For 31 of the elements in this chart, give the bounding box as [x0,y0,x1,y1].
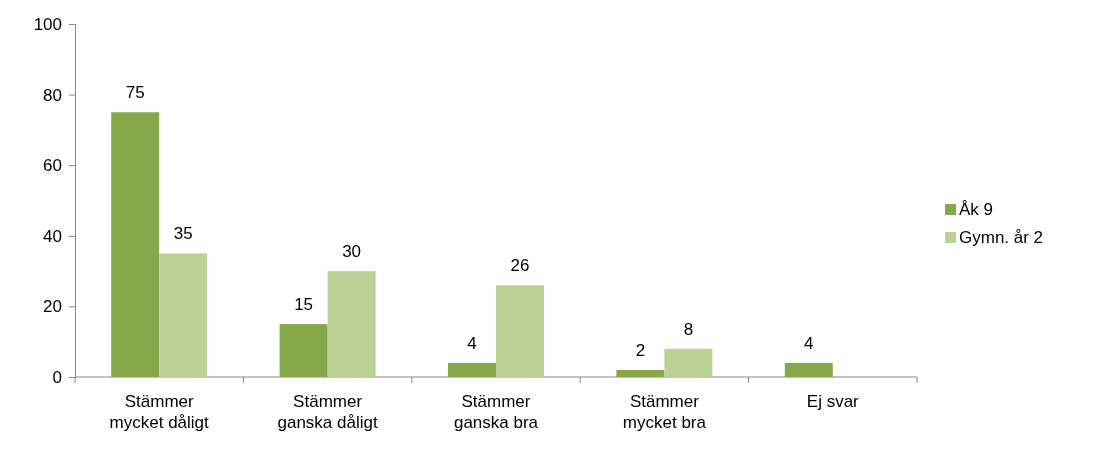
y-tick-label: 20 [43,297,62,317]
y-tick-label: 80 [43,85,62,105]
data-label: 26 [510,256,530,276]
y-tick-label: 60 [43,156,62,176]
data-label: 30 [342,242,362,262]
bar [159,253,208,377]
x-tick-label: Stämmer mycket dåligt [109,392,210,433]
y-tick-label: 100 [33,14,62,34]
data-label: 15 [294,295,314,315]
x-tick-label: Stämmer mycket bra [622,392,707,433]
bar [616,369,665,377]
x-tick-label: Ej svar [806,392,860,411]
bar [111,112,160,377]
data-label: 2 [635,340,646,360]
data-label: 4 [467,333,477,353]
x-tick-label: Stämmer ganska dåligt [277,392,378,433]
bar [327,271,376,377]
y-tick-label: 40 [43,226,62,246]
legend-label: Gymn. år 2 [959,228,1044,247]
legend-label: Åk 9 [959,200,994,219]
data-label: 4 [804,333,814,353]
data-label: 8 [683,319,694,339]
data-label: 75 [125,83,145,103]
data-label: 35 [173,224,193,244]
y-tick-label: 0 [52,367,62,387]
bar [664,348,713,377]
bar [448,362,496,377]
bar [496,285,544,377]
x-tick-label: Stämmer ganska bra [453,392,539,433]
bar [784,362,833,377]
bar [279,324,328,377]
